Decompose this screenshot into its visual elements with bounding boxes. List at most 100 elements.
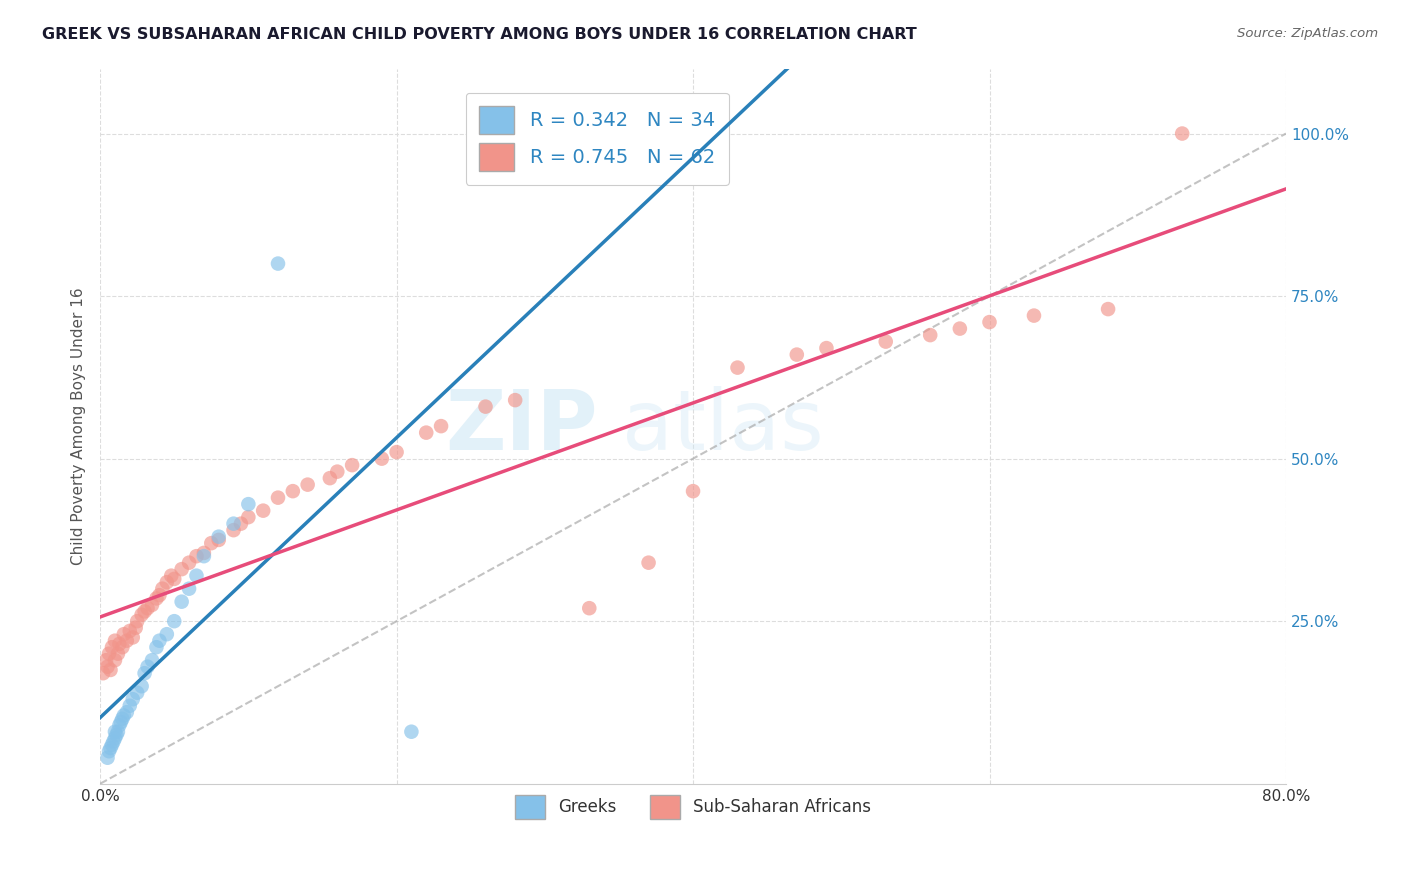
Point (148, 633, 170, 648)
Point (131, 679, 153, 693)
Point (401, 724, 423, 739)
Point (979, 315, 1001, 329)
Point (145, 591, 167, 606)
Point (326, 465, 349, 479)
Text: atlas: atlas (621, 385, 824, 467)
Point (371, 451, 394, 466)
Point (193, 546, 215, 560)
Point (727, 360, 749, 375)
Point (112, 627, 135, 641)
Point (163, 572, 186, 586)
Point (340, 458, 363, 472)
Point (170, 595, 193, 609)
Point (108, 718, 131, 732)
Point (108, 637, 131, 651)
Point (131, 607, 153, 622)
Y-axis label: Child Poverty Among Boys Under 16: Child Poverty Among Boys Under 16 (72, 287, 86, 565)
Point (127, 614, 149, 628)
Point (136, 601, 159, 615)
Point (156, 627, 179, 641)
Point (111, 712, 134, 726)
Point (267, 491, 290, 505)
Point (100, 663, 122, 677)
Point (134, 604, 156, 618)
Point (107, 647, 129, 661)
Point (100, 741, 122, 756)
Point (118, 698, 141, 713)
Point (121, 631, 143, 645)
Point (682, 484, 704, 499)
Point (105, 728, 128, 742)
Point (200, 536, 222, 550)
Point (127, 686, 149, 700)
Point (238, 510, 260, 524)
Point (125, 621, 148, 635)
Point (98, 647, 121, 661)
Point (115, 705, 138, 719)
Point (104, 731, 127, 746)
Point (148, 588, 170, 602)
Point (1022, 309, 1045, 323)
Point (229, 516, 252, 531)
Point (786, 348, 808, 362)
Point (163, 614, 186, 628)
Point (104, 633, 127, 648)
Text: Source: ZipAtlas.com: Source: ZipAtlas.com (1237, 27, 1378, 40)
Text: GREEK VS SUBSAHARAN AFRICAN CHILD POVERTY AMONG BOYS UNDER 16 CORRELATION CHART: GREEK VS SUBSAHARAN AFRICAN CHILD POVERT… (42, 27, 917, 42)
Point (136, 659, 159, 673)
Point (193, 549, 215, 564)
Point (920, 328, 942, 343)
Point (186, 568, 208, 582)
Point (415, 425, 437, 440)
Point (104, 653, 127, 667)
Point (281, 484, 304, 499)
Point (875, 334, 897, 349)
Point (222, 523, 245, 537)
Point (170, 562, 193, 576)
Point (101, 738, 124, 752)
Point (104, 724, 127, 739)
Point (208, 533, 231, 547)
Point (91, 666, 114, 681)
Point (103, 734, 125, 748)
Point (160, 568, 183, 582)
Point (208, 530, 231, 544)
Point (252, 503, 274, 517)
Point (238, 497, 260, 511)
Text: ZIP: ZIP (446, 385, 598, 467)
Point (177, 556, 200, 570)
Point (121, 692, 143, 706)
Point (1171, 127, 1194, 141)
Point (94, 653, 117, 667)
Point (145, 640, 167, 655)
Point (319, 471, 342, 485)
Point (430, 419, 453, 434)
Point (96, 750, 118, 764)
Point (385, 445, 408, 459)
Point (1097, 302, 1119, 317)
Point (177, 582, 200, 596)
Point (637, 556, 659, 570)
Point (578, 601, 600, 615)
Point (297, 477, 319, 491)
Point (186, 549, 208, 564)
Point (101, 640, 124, 655)
Point (112, 708, 135, 723)
Point (949, 321, 972, 335)
Point (267, 256, 290, 270)
Point (118, 624, 141, 638)
Point (150, 582, 173, 596)
Point (98, 744, 121, 758)
Point (96, 659, 118, 673)
Point (503, 393, 526, 408)
Point (141, 598, 163, 612)
Point (815, 341, 838, 355)
Point (222, 516, 245, 531)
Point (110, 714, 132, 729)
Point (115, 633, 138, 648)
Point (156, 575, 179, 590)
Point (107, 724, 129, 739)
Point (141, 653, 163, 667)
Point (474, 400, 496, 414)
Point (111, 640, 134, 655)
